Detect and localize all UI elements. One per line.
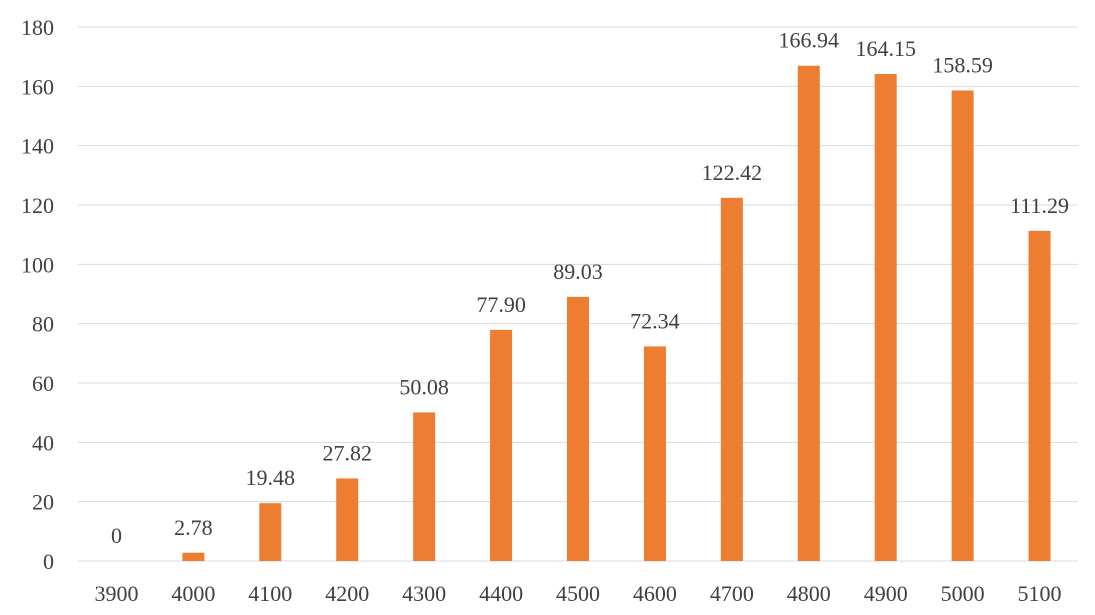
bar	[1028, 230, 1051, 561]
bar	[259, 503, 282, 561]
y-tick-label: 80	[32, 312, 54, 337]
x-tick-label: 4300	[402, 581, 446, 606]
data-label: 122.42	[702, 160, 763, 185]
x-tick-label: 5100	[1018, 581, 1062, 606]
bar	[951, 90, 974, 562]
bar	[643, 346, 666, 561]
x-tick-label: 4800	[787, 581, 831, 606]
x-tick-label: 4400	[479, 581, 523, 606]
x-tick-label: 3900	[94, 581, 138, 606]
bar	[490, 329, 513, 561]
data-label: 77.90	[476, 292, 526, 317]
bar	[567, 296, 589, 561]
y-tick-label: 160	[21, 74, 54, 99]
y-tick-label: 140	[21, 134, 54, 159]
y-tick-label: 60	[32, 371, 54, 396]
y-tick-label: 180	[21, 15, 54, 40]
bars	[182, 65, 1051, 562]
x-tick-label: 4600	[633, 581, 677, 606]
data-label: 89.03	[553, 259, 603, 284]
bar	[336, 478, 359, 561]
x-tick-label: 4500	[556, 581, 600, 606]
y-tick-label: 20	[32, 490, 54, 515]
x-tick-label: 5000	[941, 581, 985, 606]
bar	[797, 65, 820, 562]
y-tick-label: 120	[21, 193, 54, 218]
data-label: 2.78	[174, 515, 213, 540]
bar	[720, 197, 743, 561]
bar	[874, 74, 897, 561]
y-tick-label: 0	[43, 549, 54, 574]
y-tick-label: 40	[32, 430, 54, 455]
x-tick-label: 4900	[864, 581, 908, 606]
data-label: 0	[111, 523, 122, 548]
data-label: 111.29	[1010, 193, 1069, 218]
x-tick-label: 4000	[171, 581, 215, 606]
x-axis-ticks: 3900 4000 4100 4200 4300 4400 4500 4600 4700 4800…	[94, 581, 1061, 606]
data-label: 27.82	[322, 440, 372, 465]
data-label: 50.08	[399, 374, 449, 399]
data-label: 158.59	[932, 53, 993, 78]
data-label: 164.15	[855, 36, 916, 61]
data-label: 72.34	[630, 308, 680, 333]
bar	[182, 552, 205, 561]
data-labels: 0 2.78 19.48 27.82 50.08 77.90 89.03 72.34 122.4…	[111, 28, 1069, 548]
x-tick-label: 4100	[248, 581, 292, 606]
data-label: 19.48	[246, 465, 296, 490]
x-tick-label: 4200	[325, 581, 369, 606]
y-tick-label: 100	[21, 252, 54, 277]
x-tick-label: 4700	[710, 581, 754, 606]
y-axis-ticks: 0 20 40 60 80 100 120 140 160 180	[21, 15, 54, 574]
bar	[413, 412, 436, 561]
data-label: 166.94	[779, 28, 840, 53]
